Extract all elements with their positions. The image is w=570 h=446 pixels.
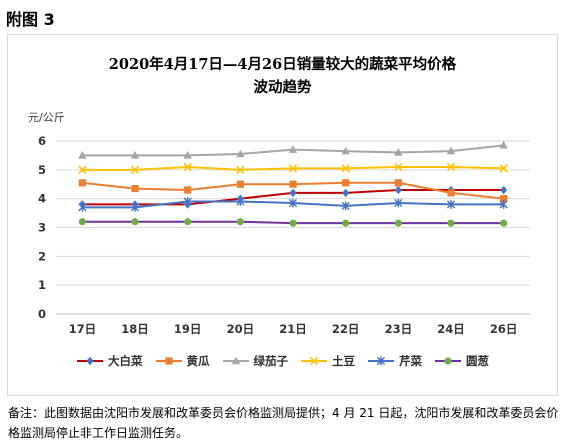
legend-swatch bbox=[368, 356, 394, 366]
legend-item: 圆葱 bbox=[434, 353, 489, 369]
data-point bbox=[447, 189, 455, 197]
chart-title: 2020年4月17日—4月26日销量较大的蔬菜平均价格 bbox=[108, 56, 457, 73]
data-point bbox=[86, 356, 94, 366]
data-point bbox=[446, 146, 456, 155]
chart-subtitle: 波动趋势 bbox=[253, 79, 312, 96]
data-point bbox=[394, 219, 402, 227]
data-point bbox=[394, 162, 403, 172]
legend-swatch bbox=[77, 356, 103, 366]
y-axis-label: 元/公斤 bbox=[28, 111, 65, 124]
data-point bbox=[130, 151, 140, 159]
data-point bbox=[78, 218, 86, 226]
data-point bbox=[444, 357, 452, 365]
x-tick-label: 17日 bbox=[69, 322, 97, 336]
legend-swatch bbox=[435, 357, 461, 365]
y-tick-label: 0 bbox=[38, 307, 46, 321]
data-point bbox=[341, 201, 350, 211]
data-point bbox=[164, 357, 173, 365]
data-point bbox=[342, 219, 350, 227]
data-point bbox=[236, 149, 245, 158]
data-point bbox=[288, 145, 298, 153]
y-tick-label: 6 bbox=[38, 134, 46, 148]
data-point bbox=[394, 148, 403, 156]
chart-legend: 大白菜 黄瓜 绿茄子 土豆 芹菜 圆葱 bbox=[8, 353, 557, 369]
data-point bbox=[78, 179, 86, 187]
data-point bbox=[78, 202, 87, 212]
data-point bbox=[289, 188, 297, 198]
data-point bbox=[183, 197, 192, 206]
legend-swatch bbox=[301, 356, 327, 366]
legend-label: 大白菜 bbox=[108, 354, 143, 368]
data-point bbox=[499, 164, 508, 173]
x-tick-label: 24日 bbox=[437, 322, 465, 336]
data-point bbox=[131, 218, 139, 226]
x-tick-label: 18日 bbox=[121, 322, 149, 336]
legend-item: 黄瓜 bbox=[155, 353, 210, 369]
y-tick-label: 2 bbox=[38, 249, 46, 263]
x-tick-label: 23日 bbox=[385, 322, 413, 336]
data-point bbox=[130, 202, 140, 212]
data-point bbox=[309, 356, 319, 366]
data-point bbox=[500, 185, 508, 195]
data-point bbox=[231, 356, 240, 365]
data-point bbox=[78, 165, 87, 174]
data-point bbox=[394, 179, 402, 187]
legend-swatch bbox=[155, 357, 182, 365]
y-tick-label: 5 bbox=[38, 163, 46, 177]
data-point bbox=[341, 164, 350, 173]
data-point bbox=[236, 165, 245, 174]
x-tick-label: 20日 bbox=[227, 322, 255, 336]
data-point bbox=[446, 200, 456, 209]
data-point bbox=[131, 184, 139, 193]
data-point bbox=[236, 180, 244, 188]
footnote: 备注：此图数据由沈阳市发展和改革委员会价格监测局提供；4 月 21 日起，沈阳市… bbox=[8, 406, 559, 440]
legend-label: 绿茄子 bbox=[253, 354, 289, 368]
data-point bbox=[183, 162, 192, 172]
data-point bbox=[376, 356, 386, 366]
x-tick-label: 26日 bbox=[490, 322, 518, 336]
data-point bbox=[342, 188, 350, 198]
y-tick-label: 3 bbox=[38, 221, 46, 235]
x-tick-label: 21日 bbox=[279, 322, 307, 336]
data-point bbox=[236, 218, 244, 226]
data-point bbox=[341, 146, 350, 155]
figure-label: 附图 3 bbox=[6, 10, 55, 29]
data-point bbox=[78, 151, 87, 159]
data-point bbox=[499, 200, 508, 209]
data-point bbox=[446, 162, 456, 172]
legend-item: 大白菜 bbox=[76, 353, 143, 369]
data-point bbox=[342, 179, 350, 187]
legend-label: 圆葱 bbox=[466, 354, 489, 368]
data-point bbox=[288, 164, 298, 173]
data-point bbox=[184, 218, 192, 226]
data-point bbox=[394, 198, 403, 208]
data-point bbox=[394, 185, 402, 195]
plot-area: 0 1 2 3 4 5 6 17日 18日 19日 20日 21日 22日 23日 24日 26日 bbox=[38, 134, 530, 336]
y-tick-label: 1 bbox=[38, 278, 46, 292]
legend-label: 芹菜 bbox=[399, 354, 422, 368]
chart-area: 2020年4月17日—4月26日销量较大的蔬菜平均价格 波动趋势 元/公斤 0 1… bbox=[7, 34, 558, 396]
y-tick-label: 4 bbox=[38, 192, 46, 206]
data-point bbox=[130, 165, 140, 174]
data-point bbox=[500, 195, 508, 203]
data-point bbox=[447, 219, 455, 227]
legend-label: 土豆 bbox=[332, 354, 355, 368]
data-point bbox=[183, 151, 192, 159]
legend-swatch bbox=[222, 356, 249, 365]
data-point bbox=[289, 219, 297, 227]
legend-item: 绿茄子 bbox=[222, 353, 289, 369]
data-point bbox=[236, 197, 245, 206]
data-point bbox=[500, 219, 508, 227]
legend-item: 芹菜 bbox=[367, 353, 422, 369]
x-tick-label: 19日 bbox=[174, 322, 202, 336]
legend-label: 黄瓜 bbox=[186, 354, 210, 368]
data-point bbox=[288, 198, 298, 208]
x-tick-label: 22日 bbox=[332, 322, 360, 336]
data-point bbox=[499, 140, 508, 149]
data-point bbox=[184, 186, 192, 194]
data-point bbox=[289, 180, 297, 188]
legend-item: 土豆 bbox=[300, 353, 355, 369]
